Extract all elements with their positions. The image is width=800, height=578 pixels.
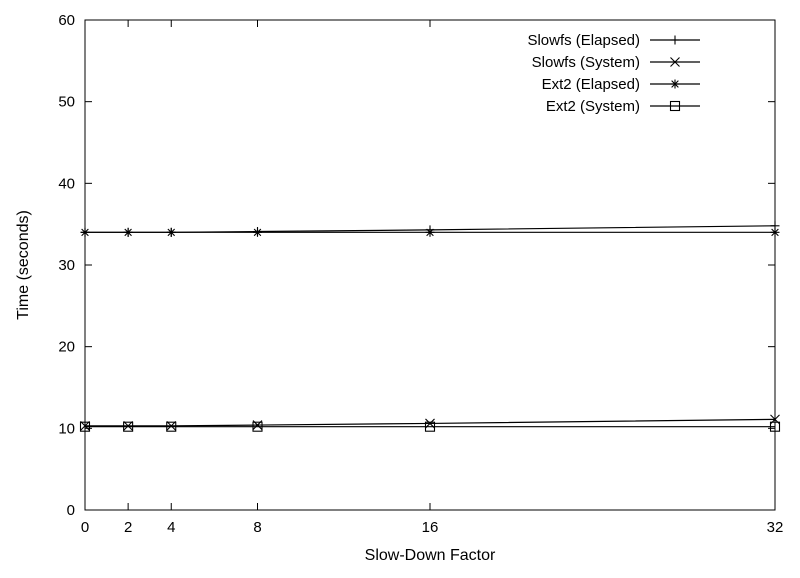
legend-label: Ext2 (System) bbox=[546, 98, 640, 115]
y-axis-title: Time (seconds) bbox=[15, 210, 32, 320]
y-tick-label: 30 bbox=[58, 257, 75, 274]
star-marker bbox=[253, 228, 262, 237]
y-tick-label: 0 bbox=[67, 502, 75, 519]
star-marker bbox=[81, 228, 90, 237]
x-tick-label: 8 bbox=[253, 519, 261, 536]
star-marker bbox=[426, 228, 435, 237]
y-tick-label: 20 bbox=[58, 339, 75, 356]
y-tick-label: 50 bbox=[58, 94, 75, 111]
x-tick-label: 32 bbox=[767, 519, 784, 536]
star-marker bbox=[671, 80, 680, 89]
legend-label: Ext2 (Elapsed) bbox=[542, 76, 640, 93]
line-chart: 0 2 4 8 16 32 0 10 20 30 40 50 60 Slow-Down Factor Tim… bbox=[0, 0, 800, 578]
y-tick-label: 40 bbox=[58, 175, 75, 192]
legend-label: Slowfs (System) bbox=[532, 54, 640, 71]
y-tick-label: 60 bbox=[58, 12, 75, 29]
x-tick-label: 4 bbox=[167, 519, 175, 536]
y-tick-label: 10 bbox=[58, 420, 75, 437]
x-tick-label: 0 bbox=[81, 519, 89, 536]
star-marker bbox=[167, 228, 176, 237]
star-marker bbox=[771, 228, 780, 237]
x-tick-label: 16 bbox=[422, 519, 439, 536]
legend-label: Slowfs (Elapsed) bbox=[527, 32, 640, 49]
x-axis-title: Slow-Down Factor bbox=[365, 547, 496, 564]
x-tick-label: 2 bbox=[124, 519, 132, 536]
star-marker bbox=[124, 228, 133, 237]
